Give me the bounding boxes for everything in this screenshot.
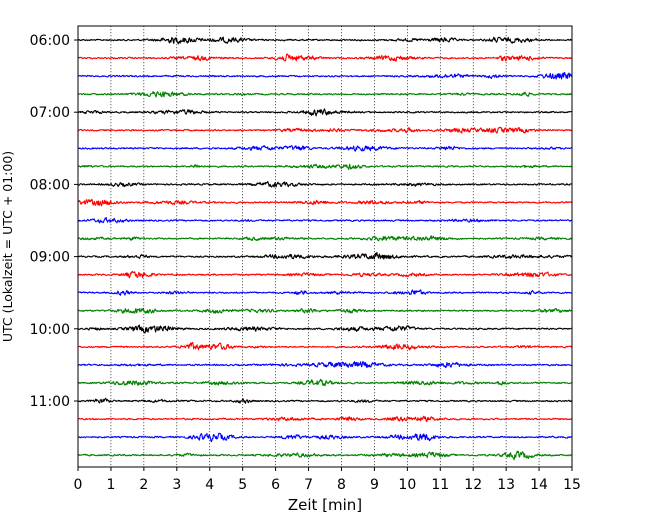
y-tick-label: 06:00 — [30, 33, 70, 49]
trace-row-0900 — [77, 251, 573, 260]
x-tick-label: 8 — [337, 477, 346, 493]
trace-row-0615 — [77, 53, 573, 62]
y-tick-label: 09:00 — [30, 250, 70, 266]
y-tick-label: 07:00 — [30, 105, 70, 121]
trace-row-0745 — [77, 163, 573, 170]
trace-row-0845 — [77, 235, 573, 242]
x-tick-label: 5 — [238, 477, 247, 493]
trace-row-1115 — [77, 415, 573, 423]
trace-row-0600 — [77, 36, 573, 45]
x-tick-label: 15 — [563, 477, 581, 493]
y-tick-label: 08:00 — [30, 177, 70, 193]
trace-row-0815 — [77, 198, 573, 207]
x-tick-label: 1 — [106, 477, 115, 493]
x-tick-label: 2 — [139, 477, 148, 493]
x-axis-ticks: 0 1 2 3 4 5 6 7 8 9 10 11 12 13 14 15 — [74, 467, 581, 493]
x-tick-label: 10 — [398, 477, 416, 493]
x-tick-label: 7 — [304, 477, 313, 493]
y-axis-ticks: 06:00 07:00 08:00 09:00 10:00 11:00 — [30, 33, 78, 410]
x-tick-label: 13 — [497, 477, 515, 493]
trace-row-0930 — [77, 289, 573, 296]
trace-row-0645 — [77, 90, 573, 98]
trace-row-1130 — [77, 432, 573, 443]
y-tick-label: 10:00 — [30, 322, 70, 338]
x-tick-label: 0 — [74, 477, 83, 493]
plot-frame — [77, 25, 573, 468]
trace-row-0945 — [77, 307, 573, 314]
traces — [77, 36, 573, 461]
trace-row-0700 — [77, 108, 573, 117]
trace-row-0830 — [77, 217, 573, 224]
trace-row-1000 — [77, 324, 573, 334]
trace-row-1145 — [77, 450, 573, 461]
x-tick-label: 11 — [431, 477, 449, 493]
trace-row-1045 — [77, 378, 573, 387]
x-tick-label: 9 — [370, 477, 379, 493]
trace-row-0800 — [77, 181, 573, 188]
y-tick-label: 11:00 — [30, 394, 70, 410]
trace-row-0730 — [77, 145, 573, 152]
x-tick-label: 6 — [271, 477, 280, 493]
trace-row-0630 — [77, 71, 573, 80]
x-tick-label: 12 — [464, 477, 482, 493]
y-axis-label: UTC (Lokalzeit = UTC + 01:00) — [0, 151, 15, 342]
x-tick-label: 14 — [530, 477, 548, 493]
x-axis-label: Zeit [min] — [288, 496, 362, 514]
x-tick-label: 3 — [172, 477, 181, 493]
trace-row-1015 — [77, 341, 573, 351]
trace-row-1100 — [77, 397, 573, 404]
x-tick-label: 4 — [205, 477, 214, 493]
trace-row-0715 — [77, 126, 573, 134]
trace-row-0915 — [77, 270, 573, 279]
trace-row-1030 — [77, 360, 573, 369]
